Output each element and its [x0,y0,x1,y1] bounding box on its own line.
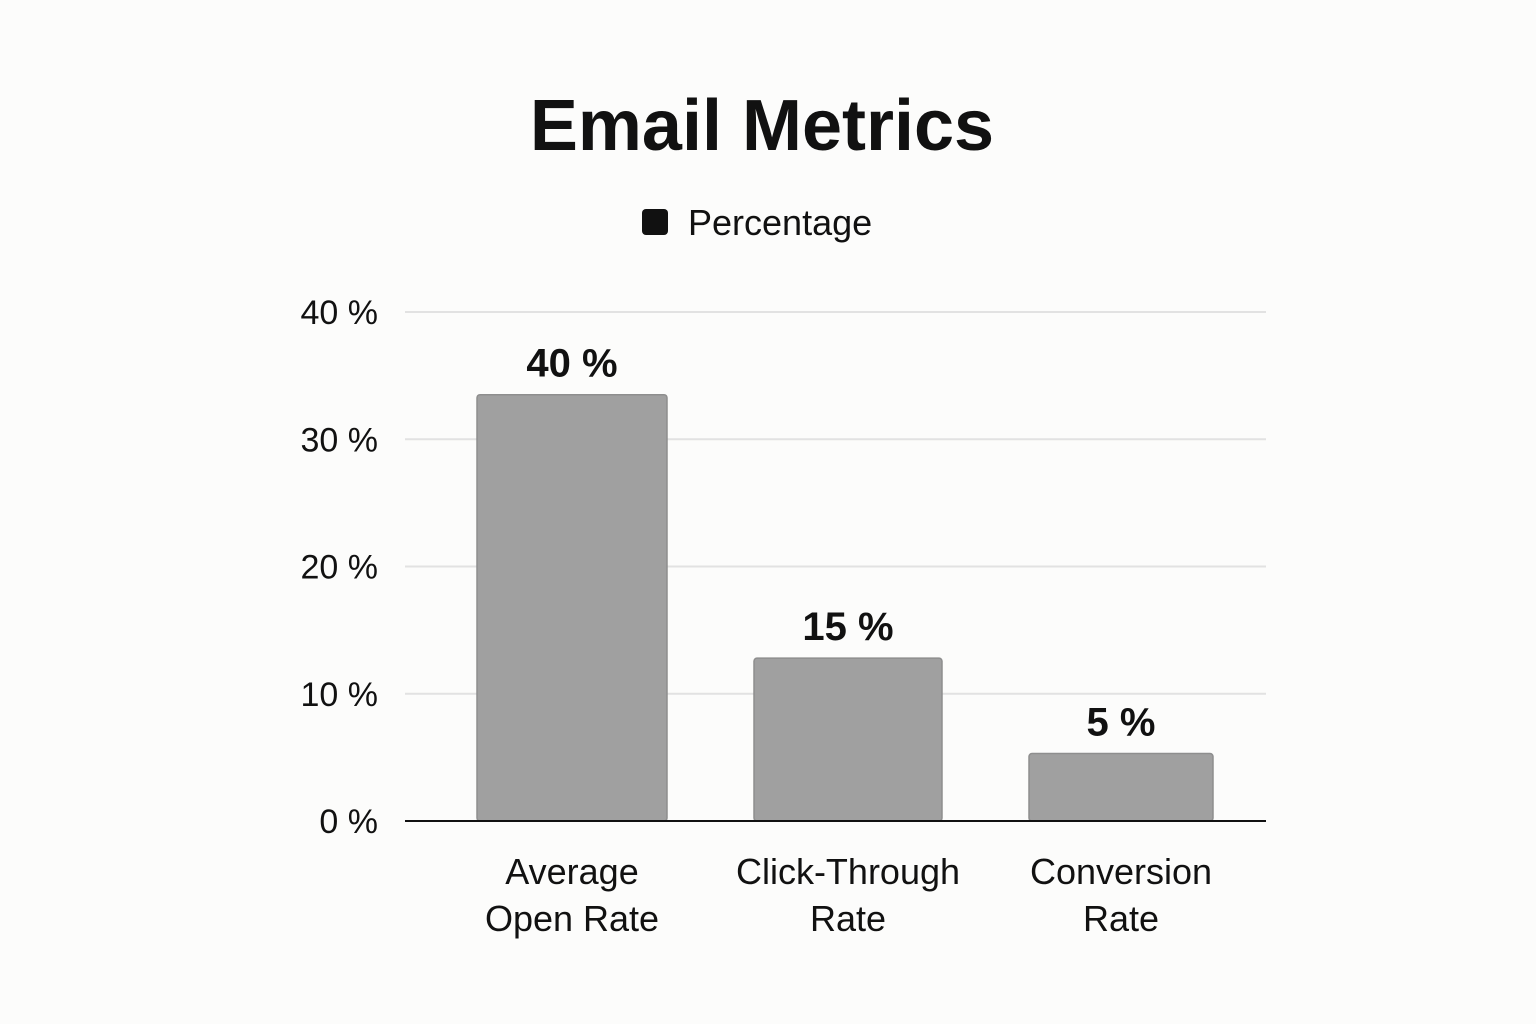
bar [1028,752,1214,822]
y-tick-label: 10 % [301,676,379,714]
x-tick-label: Rate [1083,898,1159,939]
x-axis: Average Open Rate Click-Through Rate Convers… [485,851,1212,939]
data-label: 15 % [802,605,893,649]
y-tick-label: 40 % [301,294,379,332]
y-axis: 0 % 10 % 20 % 30 % 40 % [301,294,379,841]
x-tick-label: Conversion [1030,851,1212,892]
data-label: 40 % [526,342,617,386]
data-labels: 40 % 15 % 5 % [526,342,1155,745]
data-label: 5 % [1087,701,1156,745]
legend-swatch [642,209,668,235]
legend: Percentage [642,202,872,243]
chart-title: Email Metrics [530,86,994,166]
y-tick-label: 30 % [301,421,379,459]
bars [476,393,1214,822]
y-tick-label: 20 % [301,549,379,587]
x-tick-label: Average [505,851,638,892]
y-tick-label: 0 % [319,803,378,841]
bar [476,393,668,822]
bar [753,657,943,822]
legend-label: Percentage [688,202,872,243]
x-tick-label: Click-Through [736,851,960,892]
x-tick-label: Rate [810,898,886,939]
x-tick-label: Open Rate [485,898,659,939]
